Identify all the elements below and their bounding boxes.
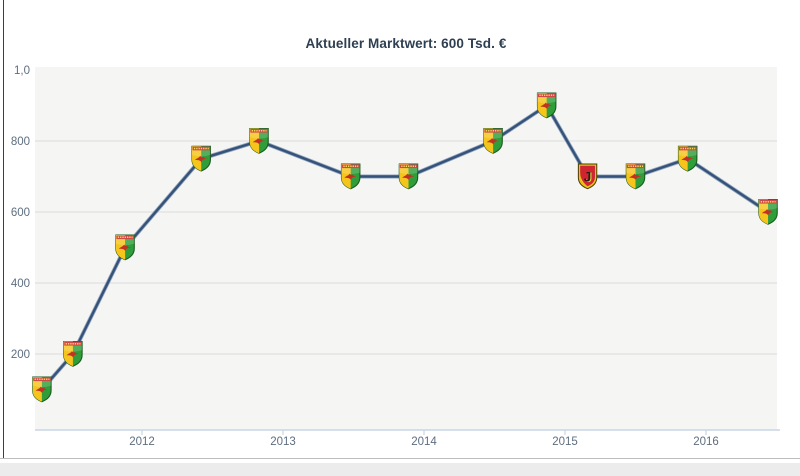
window-left-border [3, 0, 4, 459]
y-tick-label: 600 [11, 207, 30, 219]
y-tick-label: 1,0 [14, 65, 30, 77]
x-tick-label: 2016 [693, 436, 719, 448]
y-tick-label: 200 [11, 349, 30, 361]
club-crest-green-icon[interactable] [483, 127, 504, 154]
club-crest-green-icon[interactable] [191, 145, 212, 172]
club-crest-green-icon[interactable] [398, 163, 419, 190]
club-crest-green-icon[interactable] [758, 198, 778, 225]
club-crest-red-icon[interactable] [577, 163, 598, 190]
club-crest-green-icon[interactable] [115, 234, 136, 261]
plot-area [35, 67, 777, 430]
club-crest-green-icon[interactable] [62, 340, 83, 367]
club-crest-green-icon[interactable] [677, 145, 698, 172]
x-tick-label: 2013 [270, 436, 296, 448]
panel-divider-line [0, 458, 800, 459]
club-crest-green-icon[interactable] [249, 127, 269, 154]
y-tick-label: 400 [11, 278, 30, 290]
club-crest-green-icon[interactable] [340, 163, 361, 190]
x-tick-label: 2014 [411, 436, 437, 448]
club-crest-green-icon[interactable] [536, 92, 557, 119]
y-tick-label: 800 [11, 136, 30, 148]
x-tick-label: 2015 [552, 436, 578, 448]
x-tick-label: 2012 [129, 436, 155, 448]
club-crest-green-icon[interactable] [31, 376, 52, 403]
chart-title: Aktueller Marktwert: 600 Tsd. € [305, 36, 507, 51]
bottom-divider-band [0, 463, 800, 476]
club-crest-green-icon[interactable] [625, 163, 646, 190]
